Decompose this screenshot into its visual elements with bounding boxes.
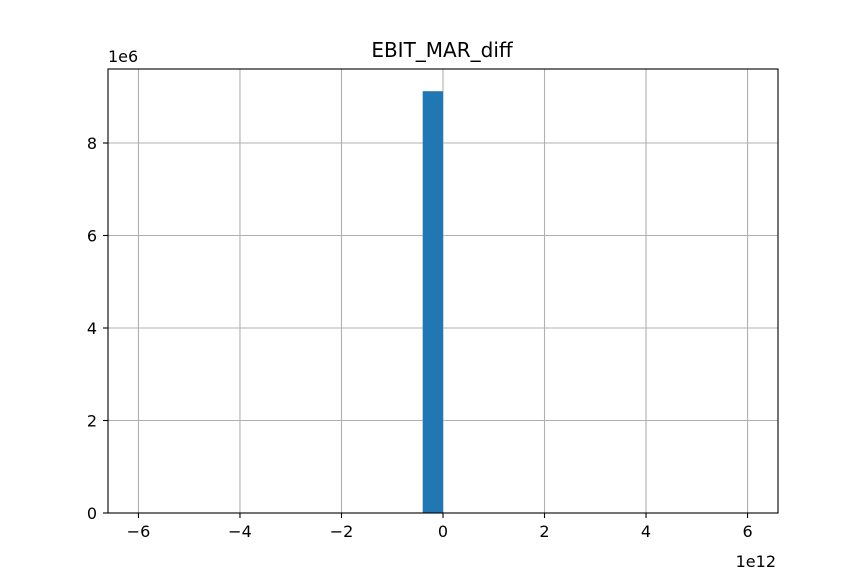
axis-ticks: −6 −4 −2 0 2 4 6 0 2 4 6 8: [87, 134, 753, 541]
x-tick-label: 4: [641, 522, 651, 541]
x-tick-label: −6: [127, 522, 151, 541]
histogram-bar: [422, 91, 443, 513]
x-tick-label: 6: [742, 522, 752, 541]
y-tick-label: 2: [87, 412, 97, 431]
y-tick-label: 6: [87, 227, 97, 246]
x-tick-label: −4: [228, 522, 252, 541]
x-tick-label: 2: [539, 522, 549, 541]
histogram-bars: [422, 91, 443, 513]
x-tick-label: −2: [330, 522, 354, 541]
y-multiplier-label: 1e6: [108, 47, 138, 66]
y-tick-label: 8: [87, 134, 97, 153]
y-tick-label: 4: [87, 319, 97, 338]
chart-title: EBIT_MAR_diff: [371, 38, 514, 62]
x-tick-label: 0: [438, 522, 448, 541]
y-tick-label: 0: [87, 504, 97, 523]
x-multiplier-label: 1e12: [736, 552, 776, 571]
